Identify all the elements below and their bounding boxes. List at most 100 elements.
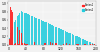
Bar [69, 44, 70, 45]
Bar [66, 32, 67, 45]
Bar [81, 38, 82, 45]
Bar [79, 37, 80, 45]
Bar [38, 19, 39, 45]
Bar [22, 43, 23, 45]
Bar [69, 33, 70, 45]
Bar [23, 12, 24, 45]
Bar [34, 17, 35, 45]
Bar [10, 7, 11, 45]
Bar [36, 18, 37, 45]
Bar [91, 44, 92, 45]
Bar [65, 31, 66, 45]
Bar [9, 39, 10, 45]
Bar [25, 13, 26, 45]
Bar [46, 22, 47, 45]
Bar [55, 27, 56, 45]
Bar [70, 33, 71, 45]
Bar [22, 12, 23, 45]
Bar [82, 39, 83, 45]
Bar [39, 19, 40, 45]
Bar [30, 15, 31, 45]
Bar [45, 43, 46, 45]
Bar [42, 21, 43, 45]
Bar [76, 36, 77, 45]
Bar [9, 38, 10, 45]
Bar [21, 33, 22, 45]
Bar [63, 30, 64, 45]
Bar [29, 15, 30, 45]
Bar [75, 36, 76, 45]
Bar [24, 13, 25, 45]
Bar [14, 44, 15, 45]
Bar [56, 43, 57, 45]
Bar [30, 42, 31, 45]
Bar [90, 42, 91, 45]
Bar [33, 17, 34, 45]
Bar [73, 35, 74, 45]
Bar [12, 12, 13, 45]
Bar [32, 16, 33, 45]
Bar [77, 44, 78, 45]
Bar [18, 44, 19, 45]
Bar [67, 32, 68, 45]
Bar [76, 44, 77, 45]
Bar [64, 43, 65, 45]
Bar [91, 43, 92, 45]
Bar [55, 43, 56, 45]
Bar [15, 43, 16, 45]
Bar [63, 44, 64, 45]
Bar [92, 43, 93, 45]
Bar [78, 37, 79, 45]
Bar [35, 18, 36, 45]
Bar [44, 43, 45, 45]
Bar [56, 27, 57, 45]
Bar [48, 23, 49, 45]
Bar [20, 11, 21, 45]
Bar [87, 41, 88, 45]
Bar [59, 28, 60, 45]
Bar [80, 38, 81, 45]
Bar [83, 39, 84, 45]
Bar [66, 43, 67, 45]
Bar [77, 36, 78, 45]
Bar [19, 30, 20, 45]
Bar [90, 44, 91, 45]
Bar [25, 44, 26, 45]
Bar [78, 44, 79, 45]
Bar [26, 13, 27, 45]
Bar [41, 20, 42, 45]
Bar [14, 22, 15, 45]
Bar [52, 43, 53, 45]
Bar [21, 11, 22, 45]
Bar [92, 44, 93, 45]
Bar [86, 41, 87, 45]
Bar [11, 10, 12, 45]
Bar [15, 20, 16, 45]
Bar [24, 43, 25, 45]
Bar [49, 24, 50, 45]
Bar [20, 43, 21, 45]
Bar [43, 21, 44, 45]
Bar [11, 30, 12, 45]
Legend: Series1, Series2: Series1, Series2 [81, 3, 94, 13]
Bar [28, 14, 29, 45]
Bar [72, 34, 73, 45]
Bar [18, 15, 19, 45]
Bar [12, 27, 13, 45]
Bar [34, 42, 35, 45]
Bar [81, 44, 82, 45]
Bar [10, 33, 11, 45]
Bar [19, 13, 20, 45]
Bar [58, 28, 59, 45]
Bar [23, 44, 24, 45]
Bar [44, 22, 45, 45]
Bar [89, 42, 90, 45]
Bar [88, 42, 89, 45]
Bar [53, 26, 54, 45]
Bar [64, 31, 65, 45]
Bar [68, 32, 69, 45]
Bar [93, 44, 94, 45]
Bar [31, 16, 32, 45]
Bar [26, 44, 27, 45]
Bar [88, 44, 89, 45]
